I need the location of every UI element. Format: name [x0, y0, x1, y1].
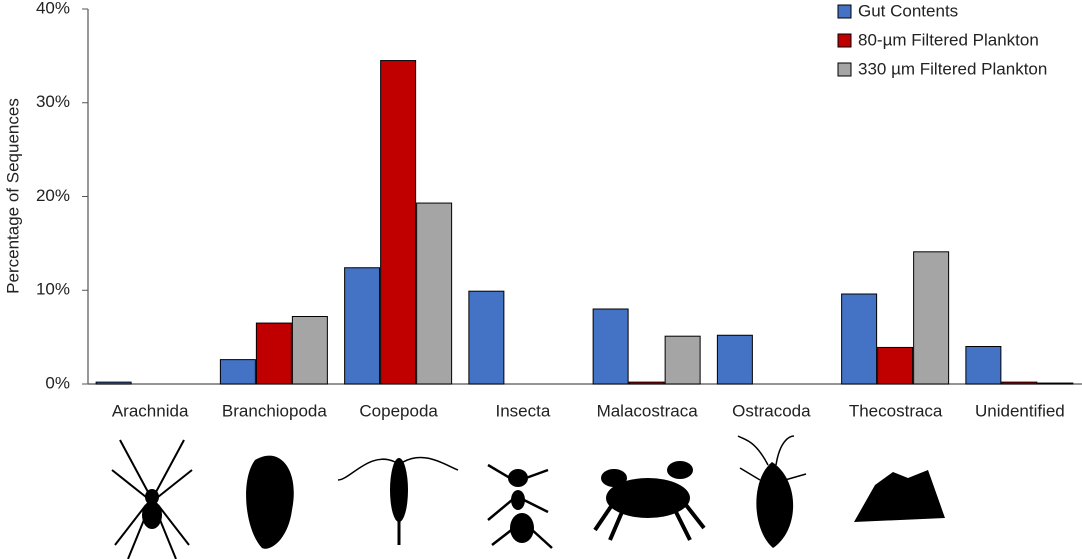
x-tick-label: Ostracoda — [732, 401, 811, 420]
y-tick-label: 30% — [36, 92, 70, 111]
legend-label: 330 µm Filtered Plankton — [858, 59, 1047, 78]
y-tick-label: 10% — [36, 280, 70, 299]
y-tick-label: 40% — [36, 0, 70, 17]
bar — [380, 60, 417, 385]
legend-label: Gut Contents — [858, 1, 958, 20]
bar — [219, 359, 256, 385]
x-tick-label: Branchiopoda — [222, 401, 327, 420]
y-axis-label: Percentage of Sequences — [3, 98, 22, 294]
bar — [344, 267, 381, 385]
crab-icon — [593, 461, 706, 541]
bar — [291, 316, 328, 385]
y-tick-label: 0% — [45, 373, 70, 392]
x-tick-label: Copepoda — [359, 401, 438, 420]
legend-swatch — [837, 62, 852, 77]
x-tick-label: Insecta — [495, 401, 550, 420]
spider-icon — [111, 439, 193, 559]
ostracod-icon — [737, 435, 807, 548]
x-tick-label: Unidentified — [975, 401, 1065, 420]
bar — [965, 346, 1002, 385]
bar — [1037, 382, 1074, 385]
bar — [664, 335, 701, 385]
legend-swatch — [837, 33, 852, 48]
legend-swatch — [837, 4, 852, 19]
x-tick-label: Arachnida — [112, 401, 189, 420]
bar — [877, 346, 914, 385]
bar — [841, 293, 878, 385]
y-tick-label: 20% — [36, 186, 70, 205]
bar — [416, 202, 453, 385]
branchiopod-icon — [246, 455, 294, 549]
bar — [255, 322, 292, 385]
bar — [913, 251, 950, 385]
bar — [628, 381, 665, 385]
bar — [716, 334, 753, 385]
bar — [1001, 381, 1038, 385]
silhouettes — [111, 435, 945, 559]
barnacle-icon — [854, 470, 945, 522]
x-tick-label: Malacostraca — [597, 401, 699, 420]
bar — [95, 381, 132, 385]
bar — [468, 290, 505, 385]
copepod-icon — [337, 456, 459, 545]
bar — [592, 308, 629, 385]
x-tick-label: Thecostraca — [849, 401, 943, 420]
legend-label: 80-µm Filtered Plankton — [858, 30, 1039, 49]
ant-icon — [487, 463, 553, 549]
